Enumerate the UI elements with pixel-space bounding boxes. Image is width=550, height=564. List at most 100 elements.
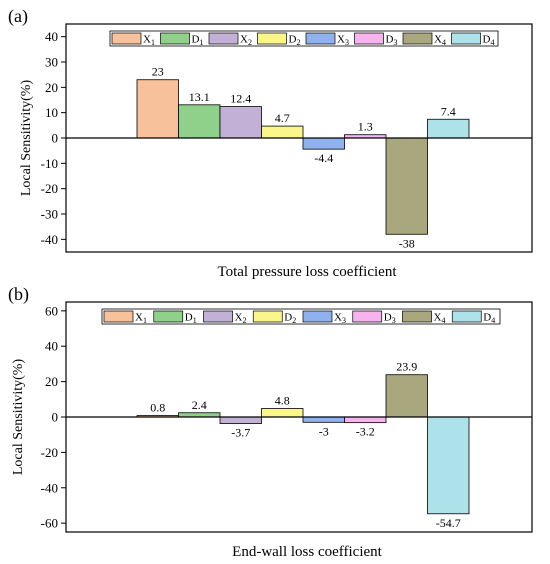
legend-entry-base: X bbox=[434, 34, 442, 46]
legend-entry-subscript: 2 bbox=[248, 38, 252, 47]
legend-entry-x3: X3 bbox=[334, 312, 346, 326]
x-axis-label: End-wall loss coefficient bbox=[232, 544, 383, 560]
bar-d4 bbox=[427, 416, 470, 515]
legend-swatch-x1 bbox=[103, 310, 134, 323]
y-tick-label: 30 bbox=[45, 55, 58, 70]
y-tick-label: -10 bbox=[41, 156, 58, 171]
bar-d1 bbox=[178, 104, 221, 139]
legend-entry-d4: D4 bbox=[483, 34, 495, 48]
value-label-x2: -3.7 bbox=[231, 426, 250, 440]
legend-entry-subscript: 2 bbox=[292, 316, 296, 325]
bar-d1 bbox=[178, 412, 221, 418]
bar-x3 bbox=[302, 416, 345, 423]
legend-entry-base: X bbox=[143, 34, 151, 46]
legend-entry-subscript: 4 bbox=[441, 316, 445, 325]
legend-entry-base: D bbox=[483, 34, 491, 46]
y-tick-label: 0 bbox=[52, 131, 59, 146]
legend-entry-d4: D4 bbox=[483, 312, 495, 326]
legend-entry-base: X bbox=[434, 312, 442, 324]
panel-label: (b) bbox=[8, 284, 29, 305]
legend-entry-x2: X2 bbox=[235, 312, 247, 326]
bar-d2 bbox=[261, 125, 304, 139]
value-label-d2: 4.7 bbox=[275, 111, 290, 125]
bar-d2 bbox=[261, 408, 304, 418]
chart-panel-b: (b) 0.8 2.4 -3.7 4.8 -3 -3.2 23.9 -54.7 -60 -40 -20… bbox=[8, 284, 533, 560]
legend-entry-d2: D2 bbox=[289, 34, 301, 48]
y-tick-label: 20 bbox=[45, 80, 58, 95]
legend-entry-x2: X2 bbox=[240, 34, 252, 48]
legend-entry-subscript: 1 bbox=[151, 38, 155, 47]
y-axis-label: Local Sensitivity(%) bbox=[19, 80, 34, 197]
y-tick-label: -40 bbox=[41, 480, 58, 495]
y-tick-label: -60 bbox=[41, 516, 58, 531]
legend-entry-subscript: 4 bbox=[491, 316, 495, 325]
legend-entry-base: X bbox=[337, 34, 345, 46]
legend-entry-base: D bbox=[284, 312, 292, 324]
legend-swatch-d2 bbox=[257, 32, 287, 45]
bar-x4 bbox=[385, 137, 428, 235]
legend-swatch-x4 bbox=[402, 32, 433, 45]
legend-box bbox=[101, 308, 501, 325]
legend-entry-subscript: 3 bbox=[342, 316, 346, 325]
value-label-x3: -4.4 bbox=[314, 151, 333, 165]
legend-entry-x3: X3 bbox=[337, 34, 349, 48]
legend-swatch-d4 bbox=[451, 310, 482, 323]
legend-swatch-x3 bbox=[302, 310, 333, 323]
legend-swatch-x3 bbox=[305, 32, 336, 45]
legend-entry-d1: D1 bbox=[192, 34, 204, 48]
value-label-d2: 4.8 bbox=[275, 394, 290, 408]
legend-entry-subscript: 2 bbox=[242, 316, 246, 325]
panel-label: (a) bbox=[8, 6, 28, 27]
bar-x2 bbox=[219, 416, 262, 424]
legend-entry-base: X bbox=[135, 312, 143, 324]
bar-x3 bbox=[302, 137, 345, 150]
y-tick-label: -40 bbox=[41, 232, 58, 247]
value-label-d4: 7.4 bbox=[441, 104, 456, 118]
legend-entry-subscript: 1 bbox=[143, 316, 147, 325]
legend-entry-d3: D3 bbox=[386, 34, 398, 48]
legend-box bbox=[109, 30, 499, 47]
x-axis-label: Total pressure loss coefficient bbox=[217, 264, 397, 280]
value-label-d1: 2.4 bbox=[192, 398, 207, 412]
value-label-x2: 12.4 bbox=[230, 92, 251, 106]
legend-entry-base: D bbox=[386, 34, 394, 46]
legend-swatch-x2 bbox=[203, 310, 233, 323]
bar-x1 bbox=[136, 79, 179, 139]
legend-entry-subscript: 4 bbox=[490, 38, 494, 47]
bar-x2 bbox=[219, 106, 262, 139]
legend-entry-base: X bbox=[235, 312, 243, 324]
legend-entry-subscript: 1 bbox=[199, 38, 203, 47]
legend-entry-d2: D2 bbox=[284, 312, 296, 326]
y-tick-label: 20 bbox=[45, 374, 58, 389]
legend-entry-subscript: 2 bbox=[296, 38, 300, 47]
legend-entry-base: D bbox=[289, 34, 297, 46]
value-label-x4: 23.9 bbox=[396, 360, 417, 374]
bar-x4 bbox=[385, 374, 428, 418]
legend-entry-base: D bbox=[483, 312, 491, 324]
legend: X1 D1 X2 D2 X3 D3 X4 D4 bbox=[101, 308, 501, 326]
legend-entry-subscript: 3 bbox=[345, 38, 349, 47]
y-tick-label: -20 bbox=[41, 181, 58, 196]
legend-entry-x1: X1 bbox=[135, 312, 147, 326]
value-label-x1: 23 bbox=[152, 65, 164, 79]
legend-swatch-x2 bbox=[208, 32, 239, 45]
value-label-d1: 13.1 bbox=[189, 90, 210, 104]
y-tick-label: 40 bbox=[45, 29, 58, 44]
legend: X1 D1 X2 D2 X3 D3 X4 D4 bbox=[109, 30, 499, 48]
legend-swatch-x1 bbox=[111, 32, 142, 45]
legend-entry-d3: D3 bbox=[384, 312, 396, 326]
legend-entry-x4: X4 bbox=[434, 312, 446, 326]
legend-entry-base: X bbox=[240, 34, 248, 46]
value-label-d4: -54.7 bbox=[436, 516, 461, 530]
legend-swatch-d4 bbox=[451, 32, 481, 45]
legend-swatch-x4 bbox=[402, 310, 432, 323]
legend-entry-x1: X1 bbox=[143, 34, 155, 48]
legend-entry-base: D bbox=[384, 312, 392, 324]
value-label-x1: 0.8 bbox=[150, 401, 165, 415]
bar-d3 bbox=[344, 416, 387, 424]
legend-entry-base: D bbox=[185, 312, 193, 324]
bar-d4 bbox=[427, 118, 470, 139]
legend-entry-subscript: 3 bbox=[393, 38, 397, 47]
y-tick-label: -30 bbox=[41, 207, 58, 222]
